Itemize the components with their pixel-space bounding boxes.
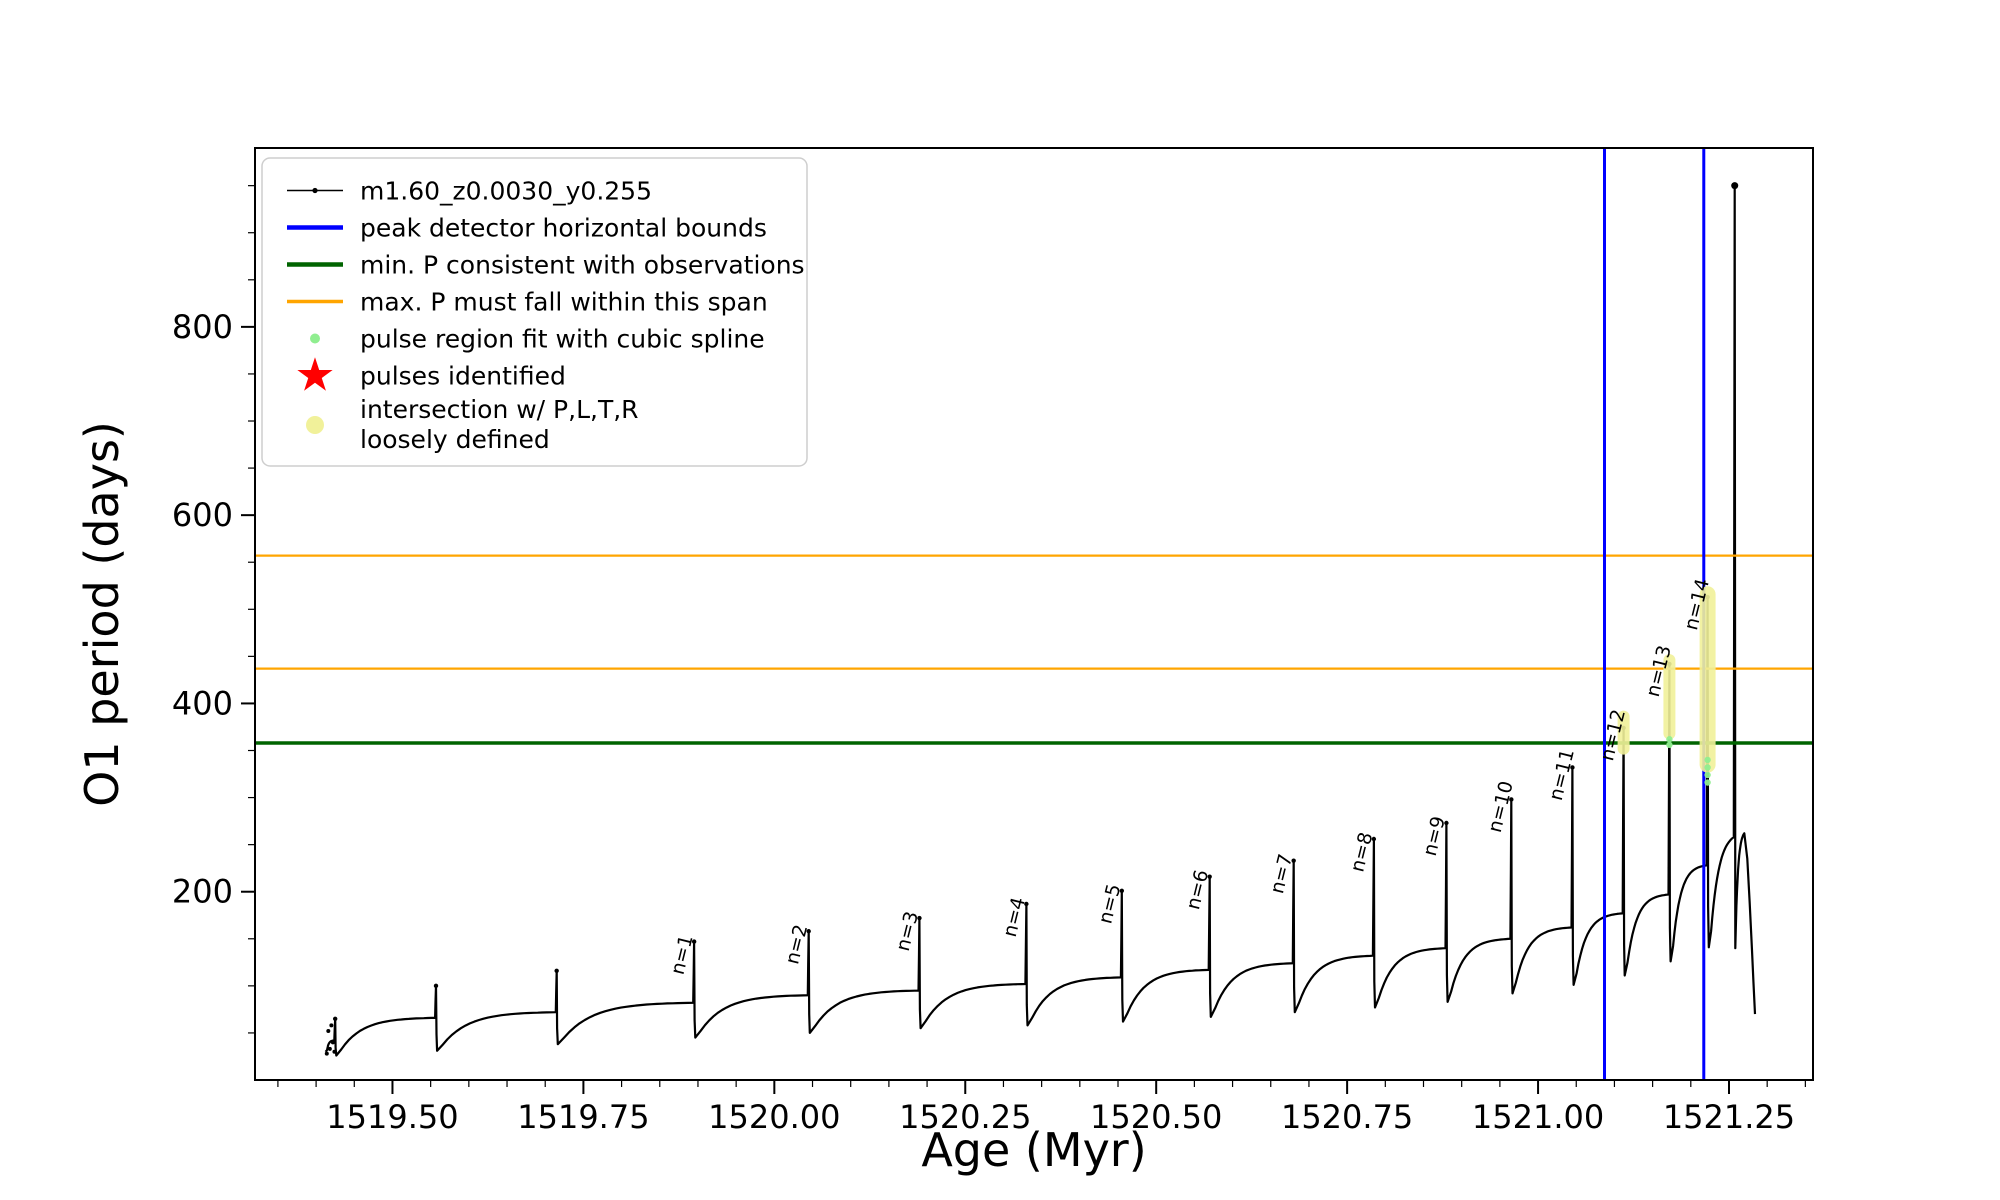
legend-label: pulses identified bbox=[360, 362, 566, 391]
series-point bbox=[326, 1029, 331, 1034]
x-tick-label: 1520.75 bbox=[1281, 1098, 1413, 1136]
pulse-peak-point bbox=[1024, 901, 1029, 907]
legend-marker-dot bbox=[312, 187, 318, 194]
pulse-peak-point bbox=[433, 983, 439, 989]
legend-label: pulse region fit with cubic spline bbox=[360, 325, 765, 354]
pulse-peak-point bbox=[1207, 874, 1212, 879]
legend-label: max. P must fall within this span bbox=[360, 288, 768, 317]
horizontal-reference-lines bbox=[255, 554, 1813, 745]
x-tick-label: 1519.75 bbox=[517, 1098, 649, 1136]
legend-label: loosely defined bbox=[360, 425, 550, 454]
pulse-peak-point bbox=[1371, 836, 1377, 842]
pulse-peak-point bbox=[806, 929, 811, 934]
legend-marker-dot bbox=[310, 333, 320, 344]
spline-point-n13 bbox=[1666, 741, 1673, 749]
spline-fit-points bbox=[1666, 736, 1711, 786]
pulse-peak-point bbox=[1509, 797, 1514, 802]
legend-label: peak detector horizontal bounds bbox=[360, 214, 767, 243]
series-point bbox=[329, 1023, 334, 1028]
y-tick-label: 200 bbox=[172, 873, 233, 911]
pulse-peak-point bbox=[332, 1016, 338, 1022]
x-tick-label: 1520.25 bbox=[899, 1098, 1031, 1136]
series-point bbox=[332, 1049, 337, 1054]
pulse-peak-point bbox=[1119, 888, 1125, 893]
spline-point-n14 bbox=[1704, 756, 1711, 764]
y-tick-label: 400 bbox=[172, 684, 233, 722]
axis-ticks: 1519.50 1519.75 1520.00 1520.25 1520.50 1520.… bbox=[172, 185, 1806, 1136]
x-tick-label: 1521.00 bbox=[1472, 1098, 1604, 1136]
legend-marker-dot bbox=[306, 416, 324, 434]
final-spike-point bbox=[1731, 182, 1739, 190]
y-tick-label: 600 bbox=[172, 496, 233, 534]
legend-label: intersection w/ P,L,T,R bbox=[360, 395, 639, 424]
pulse-peak-point bbox=[1444, 820, 1449, 826]
x-tick-label: 1519.50 bbox=[326, 1098, 458, 1136]
pulse-peak-point bbox=[1570, 765, 1575, 770]
legend-label: min. P consistent with observations bbox=[360, 251, 805, 280]
legend-marker-star-icon: ★ bbox=[294, 348, 335, 402]
pulse-peak-point bbox=[554, 968, 559, 973]
spline-point-n14 bbox=[1704, 764, 1711, 771]
series-line bbox=[324, 184, 1757, 1057]
spline-point-n13 bbox=[1666, 736, 1673, 743]
spline-point-n14 bbox=[1704, 779, 1711, 786]
legend-box bbox=[261, 157, 808, 467]
series-point bbox=[327, 1046, 332, 1051]
x-tick-label: 1520.50 bbox=[1090, 1098, 1222, 1136]
x-axis-label: Age (Myr) bbox=[921, 1123, 1146, 1177]
series-point bbox=[330, 1040, 335, 1045]
y-tick-label: 800 bbox=[172, 308, 233, 346]
pulse-peak-point bbox=[917, 915, 922, 921]
x-tick-label: 1520.00 bbox=[708, 1098, 840, 1136]
pulse-peak-point bbox=[1291, 858, 1296, 863]
series-point bbox=[324, 1051, 329, 1056]
legend-label: m1.60_z0.0030_y0.255 bbox=[360, 177, 652, 206]
pulse-peak-point bbox=[691, 939, 697, 944]
x-tick-label: 1521.25 bbox=[1663, 1098, 1795, 1136]
axes-box bbox=[254, 147, 1814, 1081]
spline-point-n14 bbox=[1704, 771, 1711, 779]
intersection-highlights bbox=[1617, 586, 1716, 773]
y-axis-label: O1 period (days) bbox=[75, 421, 129, 807]
